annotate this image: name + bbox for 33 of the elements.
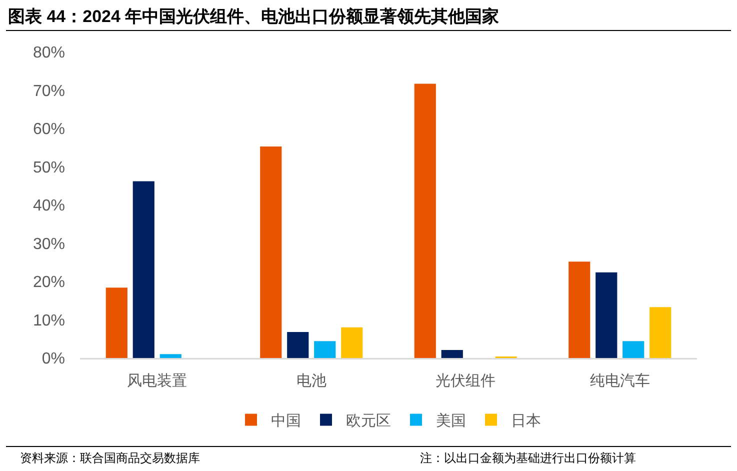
y-tick-label: 70% (32, 82, 65, 100)
x-tick-label: 电池 (296, 372, 326, 390)
y-tick-label: 30% (32, 236, 65, 253)
y-tick-label: 0% (42, 350, 65, 368)
chart-title: 图表 44：2024 年中国光伏组件、电池出口份额显著领先其他国家 (8, 6, 500, 26)
bar (341, 327, 363, 358)
bar (160, 354, 182, 358)
y-tick-label: 60% (32, 121, 65, 138)
text: 注：以出口金额为基础进行出口份额计算 (420, 451, 636, 465)
x-tick-label: 光伏组件 (436, 372, 496, 390)
bar (596, 272, 618, 358)
bar (568, 262, 590, 358)
bar (414, 84, 436, 358)
bar (106, 288, 128, 358)
bar (260, 146, 282, 358)
bar (287, 332, 309, 358)
y-tick-label: 80% (32, 44, 65, 62)
y-tick-label: 10% (32, 312, 65, 330)
bar (441, 350, 463, 358)
y-tick-label: 40% (32, 198, 65, 215)
legend-label: 中国 (271, 412, 301, 430)
x-tick-label: 风电装置 (127, 372, 188, 390)
bar (622, 341, 644, 358)
text: 资料来源：联合国商品交易数据库 (20, 451, 200, 465)
y-tick-label: 50% (32, 159, 65, 176)
bar (650, 307, 672, 358)
legend-label: 美国 (436, 412, 466, 430)
x-tick-label: 纯电汽车 (590, 372, 650, 390)
bar (132, 181, 154, 358)
y-tick-label: 20% (32, 274, 65, 292)
legend-label: 欧元区 (346, 414, 391, 430)
bar (314, 341, 336, 358)
legend-label: 日本 (511, 412, 541, 430)
